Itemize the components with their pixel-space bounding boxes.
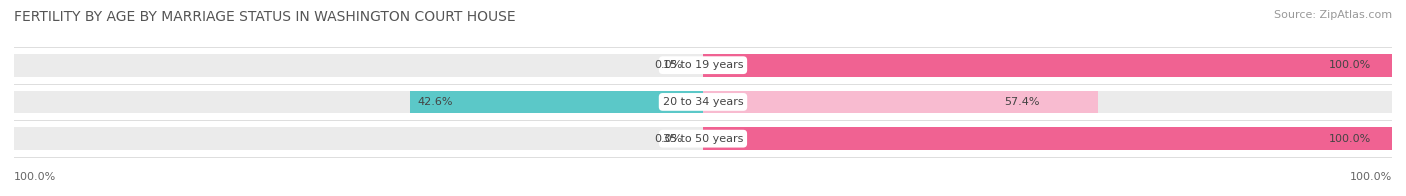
Text: 57.4%: 57.4% [1004,97,1039,107]
Text: 20 to 34 years: 20 to 34 years [662,97,744,107]
Bar [14,91,1392,113]
Text: FERTILITY BY AGE BY MARRIAGE STATUS IN WASHINGTON COURT HOUSE: FERTILITY BY AGE BY MARRIAGE STATUS IN W… [14,10,516,24]
Text: 35 to 50 years: 35 to 50 years [662,134,744,144]
Text: 0.0%: 0.0% [654,60,682,70]
Text: 100.0%: 100.0% [14,172,56,182]
Bar [703,54,1392,77]
Bar [14,127,1392,150]
Bar [703,91,1098,113]
Text: 100.0%: 100.0% [1329,134,1371,144]
Bar [14,54,1392,77]
Text: 0.0%: 0.0% [654,134,682,144]
Bar [409,91,703,113]
Bar [703,127,1392,150]
Text: 15 to 19 years: 15 to 19 years [662,60,744,70]
Text: Source: ZipAtlas.com: Source: ZipAtlas.com [1274,10,1392,20]
Text: 100.0%: 100.0% [1350,172,1392,182]
Text: 100.0%: 100.0% [1329,60,1371,70]
Text: 42.6%: 42.6% [418,97,453,107]
